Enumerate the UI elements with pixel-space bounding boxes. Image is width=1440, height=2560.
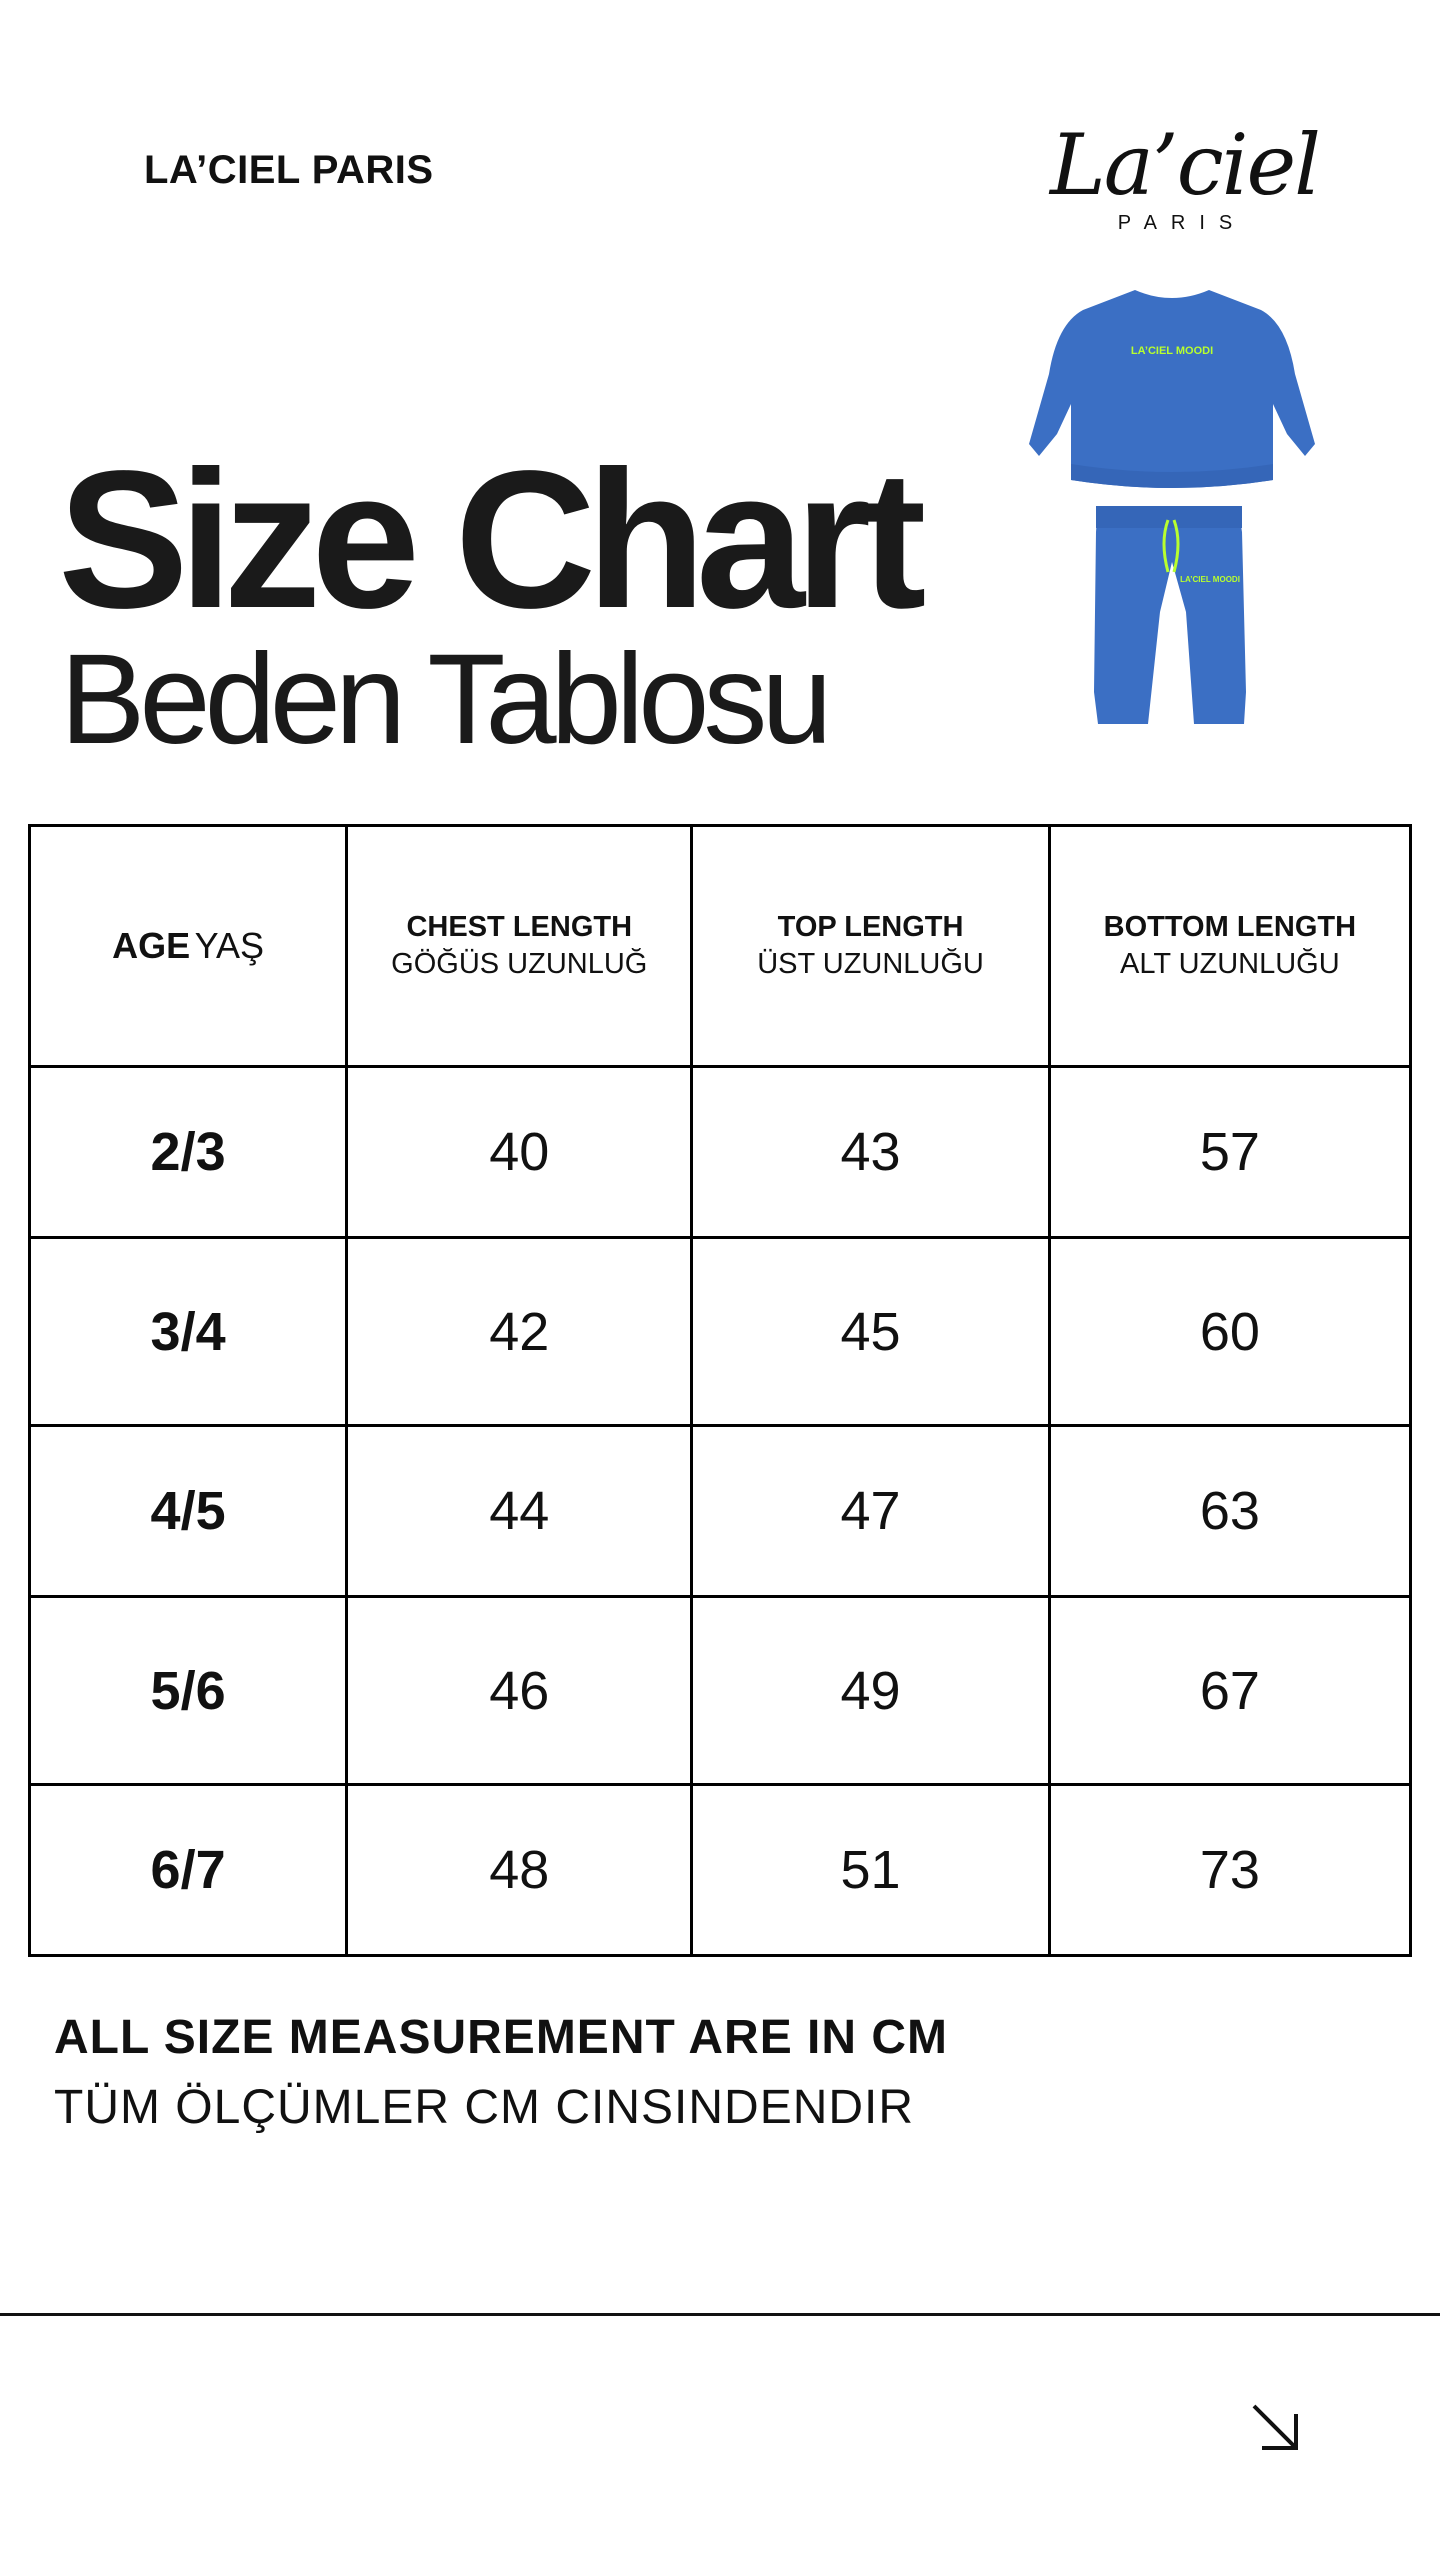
table-row: 2/3 40 43 57 [27, 1065, 1413, 1239]
top-cell: 45 [690, 1236, 1051, 1427]
pants-print: LA’CIEL MOODI [1180, 575, 1240, 584]
table-header-row: AGE YAŞ CHEST LENGTH GÖĞÜS UZUNLUĞ TOP LE… [27, 824, 1413, 1068]
table-row: 5/6 46 49 67 [27, 1595, 1413, 1786]
measurement-note: ALL SIZE MEASUREMENT ARE IN CM [54, 2011, 949, 2064]
header-bold: AGE [112, 925, 191, 966]
header-age: AGE YAŞ [27, 824, 349, 1068]
header-regular: GÖĞÜS UZUNLUĞ [391, 948, 648, 980]
sweatshirt-print: LA’CIEL MOODI [1131, 345, 1213, 357]
header-bold: TOP LENGTH [777, 911, 964, 943]
logo-script: La’ciel [1050, 116, 1321, 214]
chest-cell: 44 [345, 1424, 694, 1598]
bottom-cell: 67 [1047, 1595, 1413, 1786]
chest-cell: 46 [345, 1595, 694, 1786]
table-row: 4/5 44 47 63 [27, 1424, 1413, 1598]
header-bottom: BOTTOM LENGTH ALT UZUNLUĞU [1047, 824, 1413, 1068]
divider [0, 2313, 1440, 2316]
brand-name: LA’CIEL PARIS [144, 148, 434, 192]
top-cell: 51 [690, 1783, 1051, 1957]
age-cell: 6/7 [27, 1783, 349, 1957]
header-top: TOP LENGTH ÜST UZUNLUĞU [690, 824, 1051, 1068]
header-regular: ÜST UZUNLUĞU [757, 948, 984, 980]
brand-logo: La’ciel PARIS [1050, 116, 1321, 235]
top-cell: 49 [690, 1595, 1051, 1786]
bottom-cell: 63 [1047, 1424, 1413, 1598]
bottom-cell: 60 [1047, 1236, 1413, 1427]
chest-cell: 48 [345, 1783, 694, 1957]
chest-cell: 40 [345, 1065, 694, 1239]
size-table: AGE YAŞ CHEST LENGTH GÖĞÜS UZUNLUĞ TOP LE… [27, 824, 1413, 1957]
table-row: 6/7 48 51 73 [27, 1783, 1413, 1957]
age-cell: 2/3 [27, 1065, 349, 1239]
header-bold: CHEST LENGTH [406, 911, 633, 943]
page-subtitle: Beden Tablosu [60, 628, 833, 771]
age-cell: 4/5 [27, 1424, 349, 1598]
header-regular: YAŞ [194, 925, 264, 966]
logo-sub: PARIS [1117, 212, 1247, 234]
chest-cell: 42 [345, 1236, 694, 1427]
table-row: 3/4 42 45 60 [27, 1236, 1413, 1427]
measurement-note-tr: TÜM ÖLÇÜMLER CM CINSINDENDIR [54, 2081, 915, 2134]
top-cell: 47 [690, 1424, 1051, 1598]
pants-image: LA’CIEL MOODI [1094, 506, 1246, 724]
bottom-cell: 57 [1047, 1065, 1413, 1239]
top-cell: 43 [690, 1065, 1051, 1239]
page-title: Size Chart [58, 430, 926, 649]
sweatshirt-image: LA’CIEL MOODI [1029, 290, 1315, 488]
bottom-cell: 73 [1047, 1783, 1413, 1957]
arrow-down-right-icon [1252, 2404, 1298, 2450]
age-cell: 3/4 [27, 1236, 349, 1427]
header-chest: CHEST LENGTH GÖĞÜS UZUNLUĞ [345, 824, 694, 1068]
header-bold: BOTTOM LENGTH [1103, 911, 1357, 943]
header-regular: ALT UZUNLUĞU [1120, 948, 1340, 980]
age-cell: 5/6 [27, 1595, 349, 1786]
